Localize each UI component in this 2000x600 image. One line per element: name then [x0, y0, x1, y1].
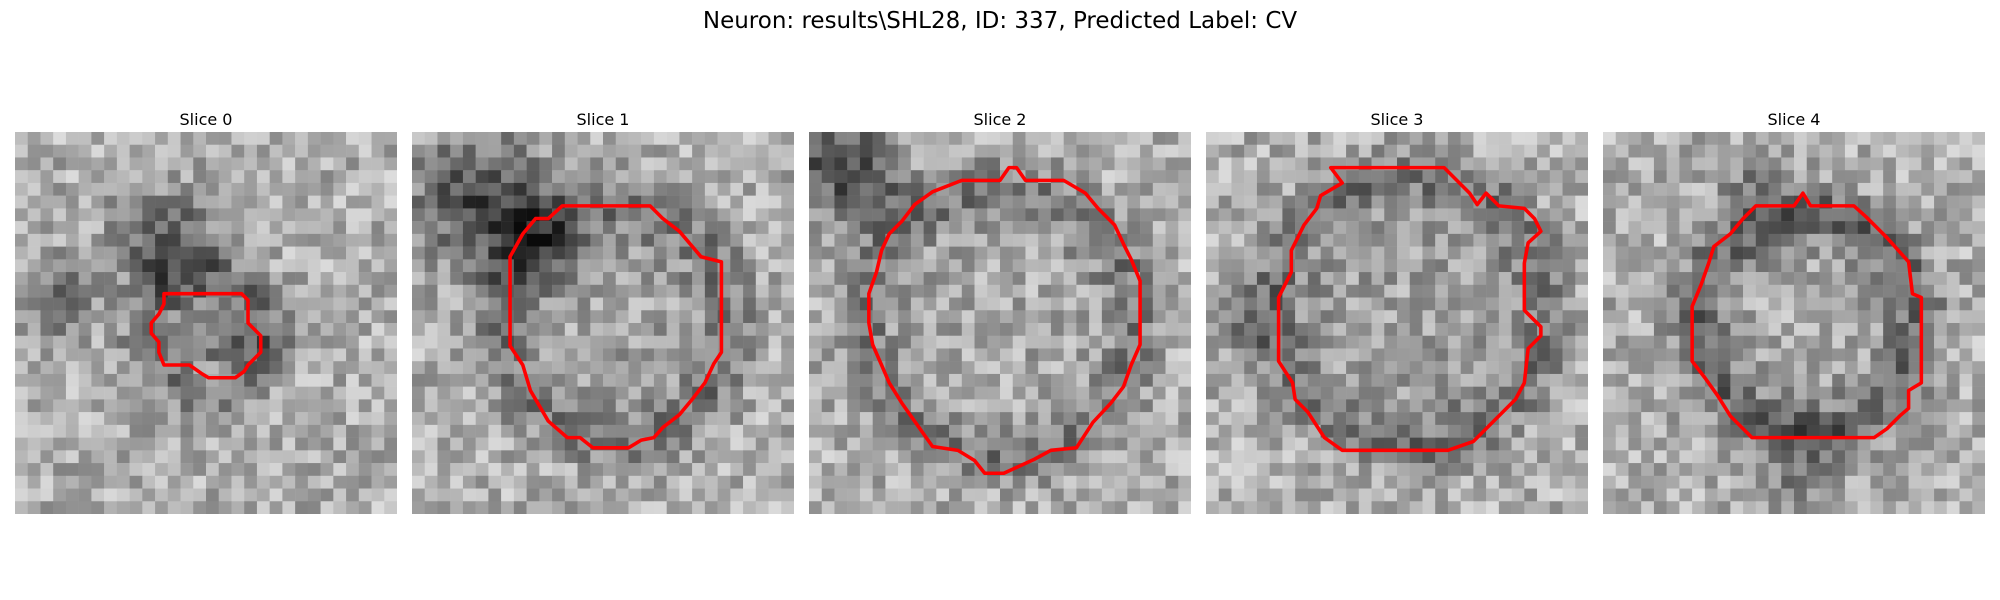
slice-panel-3: Slice 3 [1206, 108, 1588, 514]
slice-panel-0: Slice 0 [15, 108, 397, 514]
slice-title-1: Slice 1 [576, 110, 630, 129]
slice-panel-1: Slice 1 [412, 108, 794, 514]
pixel-grid [1206, 132, 1588, 514]
slice-title-2: Slice 2 [973, 110, 1027, 129]
roi-contour-0 [149, 291, 263, 380]
slice-panel-2: Slice 2 [809, 108, 1191, 514]
slice-title-3: Slice 3 [1370, 110, 1424, 129]
slice-title-0: Slice 0 [179, 110, 233, 129]
pixel-grid [412, 132, 794, 514]
figure-title: Neuron: results\SHL28, ID: 337, Predicte… [702, 8, 1298, 34]
slice-image-3 [1206, 132, 1588, 514]
roi-contour-3 [1276, 165, 1543, 453]
roi-contour-2 [867, 165, 1142, 476]
slice-image-2 [809, 132, 1191, 514]
roi-contour-4 [1690, 191, 1924, 440]
pixel-grid [809, 132, 1191, 514]
pixel-grid [1603, 132, 1985, 514]
roi-contour-1 [508, 204, 724, 450]
slice-image-0 [15, 132, 397, 514]
slice-image-1 [412, 132, 794, 514]
pixel-grid [15, 132, 397, 514]
slice-title-4: Slice 4 [1767, 110, 1821, 129]
slice-image-4 [1603, 132, 1985, 514]
slice-panel-4: Slice 4 [1603, 108, 1985, 514]
